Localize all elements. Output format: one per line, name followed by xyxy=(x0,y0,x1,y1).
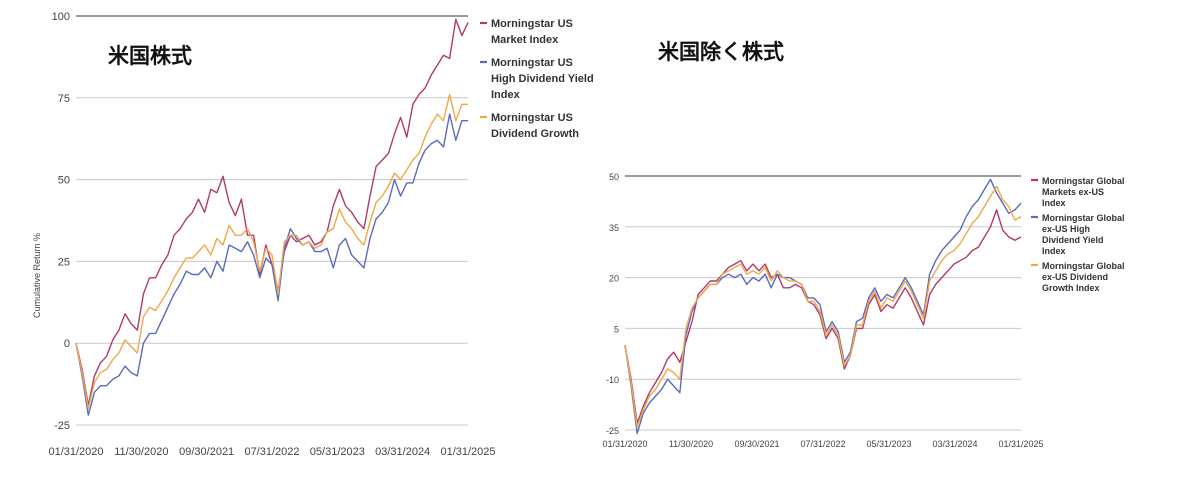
y-tick-label: -25 xyxy=(54,420,70,432)
legend-label: Market Index xyxy=(491,34,559,46)
x-tick-label: 11/30/2020 xyxy=(114,446,168,458)
y-tick-label: 20 xyxy=(609,274,619,284)
legend-label: Morningstar Global xyxy=(1042,176,1125,186)
y-tick-label: -10 xyxy=(606,375,619,385)
y-tick-label: 75 xyxy=(58,93,70,105)
x-tick-label: 07/31/2022 xyxy=(800,439,845,449)
x-tick-label: 01/31/2025 xyxy=(998,439,1043,449)
x-tick-label: 01/31/2025 xyxy=(440,446,495,458)
series-line-1 xyxy=(75,18,469,407)
legend-label: Morningstar US xyxy=(491,18,573,30)
x-tick-label: 09/30/2021 xyxy=(179,446,234,458)
series-line-3 xyxy=(75,93,468,410)
legend-label: Morningstar US xyxy=(491,112,573,124)
legend-label: High Dividend Yield xyxy=(491,73,594,85)
y-tick-label: 35 xyxy=(609,223,619,233)
x-tick-label: 01/31/2020 xyxy=(48,446,103,458)
series-line-2 xyxy=(75,113,468,416)
y-axis-label: Cumulative Return % xyxy=(32,233,42,318)
legend-label: Index xyxy=(491,89,521,101)
x-tick-label: 07/31/2022 xyxy=(244,446,299,458)
legend-label: ex-US High xyxy=(1042,224,1090,234)
x-tick-label: 11/30/2020 xyxy=(669,439,713,449)
legend-label: Index xyxy=(1042,246,1066,256)
legend-label: Morningstar US xyxy=(491,57,573,69)
y-tick-label: 50 xyxy=(58,175,70,187)
x-tick-label: 03/31/2024 xyxy=(375,446,430,458)
y-tick-label: 100 xyxy=(52,11,70,23)
chart-title: 米国株式 xyxy=(108,44,192,68)
legend-label: Dividend Growth xyxy=(491,128,579,140)
series-line-2 xyxy=(624,178,1022,435)
x-tick-label: 05/31/2023 xyxy=(310,446,365,458)
x-tick-label: 01/31/2020 xyxy=(602,439,647,449)
legend-label: Markets ex-US xyxy=(1042,187,1104,197)
y-tick-label: 0 xyxy=(64,338,70,350)
us-equity-chart: 100 75 50 25 0 -25 Cumulative Return % 01/31/20… xyxy=(32,11,594,458)
y-tick-label: 50 xyxy=(609,172,619,182)
legend-label: Growth Index xyxy=(1042,283,1100,293)
series-line-3 xyxy=(624,185,1022,428)
y-tick-label: 25 xyxy=(58,256,70,268)
series-line-1 xyxy=(624,209,1022,424)
legend-label: Morningstar Global xyxy=(1042,261,1125,271)
x-tick-label: 09/30/2021 xyxy=(734,439,779,449)
y-tick-label: 5 xyxy=(614,324,619,334)
chart-title: 米国除く株式 xyxy=(658,40,784,64)
x-tick-label: 03/31/2024 xyxy=(932,439,977,449)
legend-label: Morningstar Global xyxy=(1042,213,1125,223)
legend-label: ex-US Dividend xyxy=(1042,272,1108,282)
legend-label: Dividend Yield xyxy=(1042,235,1104,245)
y-tick-label: -25 xyxy=(606,426,619,436)
legend-label: Index xyxy=(1042,198,1066,208)
x-tick-label: 05/31/2023 xyxy=(866,439,911,449)
us-equity-chart-panel: 100 75 50 25 0 -25 Cumulative Return % 01/31/20… xyxy=(32,11,594,458)
